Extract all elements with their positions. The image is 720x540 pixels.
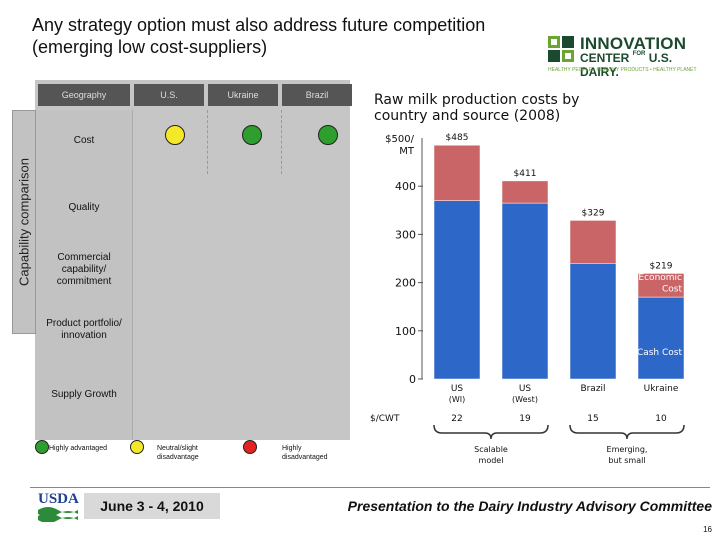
logo-line-1: INNOVATION [580,34,687,53]
logo-tagline: HEALTHY PEOPLE • HEALTHY PRODUCTS • HEAL… [548,67,697,73]
row-label-commercial: Commercial capability/ commitment [56,252,112,287]
bar-segment-cash [433,200,481,380]
innovation-center-logo: INNOVATION CENTER FOR U.S. DAIRY. HEALTH… [548,30,708,79]
y-tick-label: 300 [395,228,416,241]
legend-dot-green [35,440,49,454]
row-label-supply: Supply Growth [51,389,117,400]
footer-divider [30,487,710,488]
x-category-sublabel: (WI) [449,395,466,404]
page-number: 16 [703,525,712,534]
meeting-date: June 3 - 4, 2010 [84,493,220,519]
cwt-value: 10 [655,414,667,424]
column-divider [281,110,282,174]
column-header-brazil: Brazil [282,84,352,106]
x-category-label: US [451,384,464,394]
side-label-bar [12,110,36,334]
x-category-label: Ukraine [644,384,679,394]
rating-dot-ukraine-cost [242,125,262,145]
column-divider [207,110,208,174]
rating-dot-us-cost [165,125,185,145]
capability-comparison-label: Capability comparison [16,158,32,286]
rating-dot-brazil-cost [318,125,338,145]
legend-label-green: Highly advantaged [49,445,107,452]
chart-title-line-1: Raw milk production costs by [374,92,579,108]
chart-bars [433,144,685,380]
y-tick-label: 0 [409,373,416,386]
logo-line-2: CENTER FOR U.S. DAIRY. [580,51,708,79]
y-tick-label: 100 [395,325,416,338]
bar-segment-economic [433,144,481,201]
bar-segment-economic [637,273,685,298]
bar-total-label: $219 [650,261,673,271]
annotation-scalable-1: Scalable [474,445,508,454]
legend-label-yellow: Neutral/slight disadvantage [157,445,199,461]
annotation-emerging-1: Emerging, [607,445,648,454]
x-category-label: US [519,384,532,394]
usda-logo-text: USDA [38,491,79,507]
annotation-emerging-2: but small [608,456,645,465]
usda-logo: USDA [38,491,79,522]
chart-title-line-2: country and source (2008) [374,108,560,124]
cwt-value: 22 [451,414,462,424]
bar-total-label: $329 [582,208,605,218]
rating-legend: Highly advantaged Neutral/slight disadva… [35,438,350,468]
bar-segment-economic [569,220,617,264]
bar-total-label: $411 [514,169,537,179]
bar-segment-cash [501,202,549,380]
cwt-value: 19 [519,414,531,424]
raw-milk-cost-chart: Raw milk production costs by country and… [370,92,685,465]
geography-header: Geography [38,84,130,106]
column-header-ukraine: Ukraine [208,84,278,106]
y-axis-label-line-1: $500/ [385,134,414,145]
row-label-product: Product portfolio/ innovation [46,318,122,341]
presentation-title: Presentation to the Dairy Industry Advis… [347,498,712,514]
series-label-cash: Cash Cost [637,348,683,358]
annotation-scalable-2: model [479,456,504,465]
y-axis-label-line-2: MT [399,146,415,157]
y-tick-label: 200 [395,277,416,290]
legend-label-red: Highly disadvantaged [282,445,328,461]
bracket-us [433,424,549,440]
legend-dot-red [243,440,257,454]
chart-ylabel: $500/MT [385,134,415,157]
logo-line-2a: CENTER [580,51,630,65]
chart-labels: $485US(WI)22$411US(West)19$329Brazil15$2… [370,133,685,465]
column-header-us: U.S. [134,84,204,106]
x-category-label: Brazil [580,384,605,394]
chart-axis: 0 100 200 300 400 [395,138,423,386]
logo-grid-icon [548,36,574,62]
y-tick-label: 400 [395,180,416,193]
x-category-sublabel: (West) [512,395,538,404]
series-label-economic-2: Cost [662,284,682,294]
logo-line-2c: U.S. DAIRY. [580,51,673,79]
slide-title: Any strategy option must also address fu… [32,15,486,57]
row-label-column [35,110,133,440]
row-label-cost: Cost [73,135,95,146]
bar-segment-cash [637,296,685,380]
logo-line-2b: FOR [632,51,646,57]
bar-total-label: $485 [446,133,469,143]
bar-segment-economic [501,180,549,204]
cwt-row-label: $/CWT [370,414,400,424]
legend-dot-yellow [130,440,144,454]
bar-segment-cash [569,263,617,380]
bracket-emerging [569,424,685,440]
cwt-value: 15 [587,414,598,424]
series-label-economic-1: Economic [638,273,682,283]
row-label-quality: Quality [68,202,100,213]
